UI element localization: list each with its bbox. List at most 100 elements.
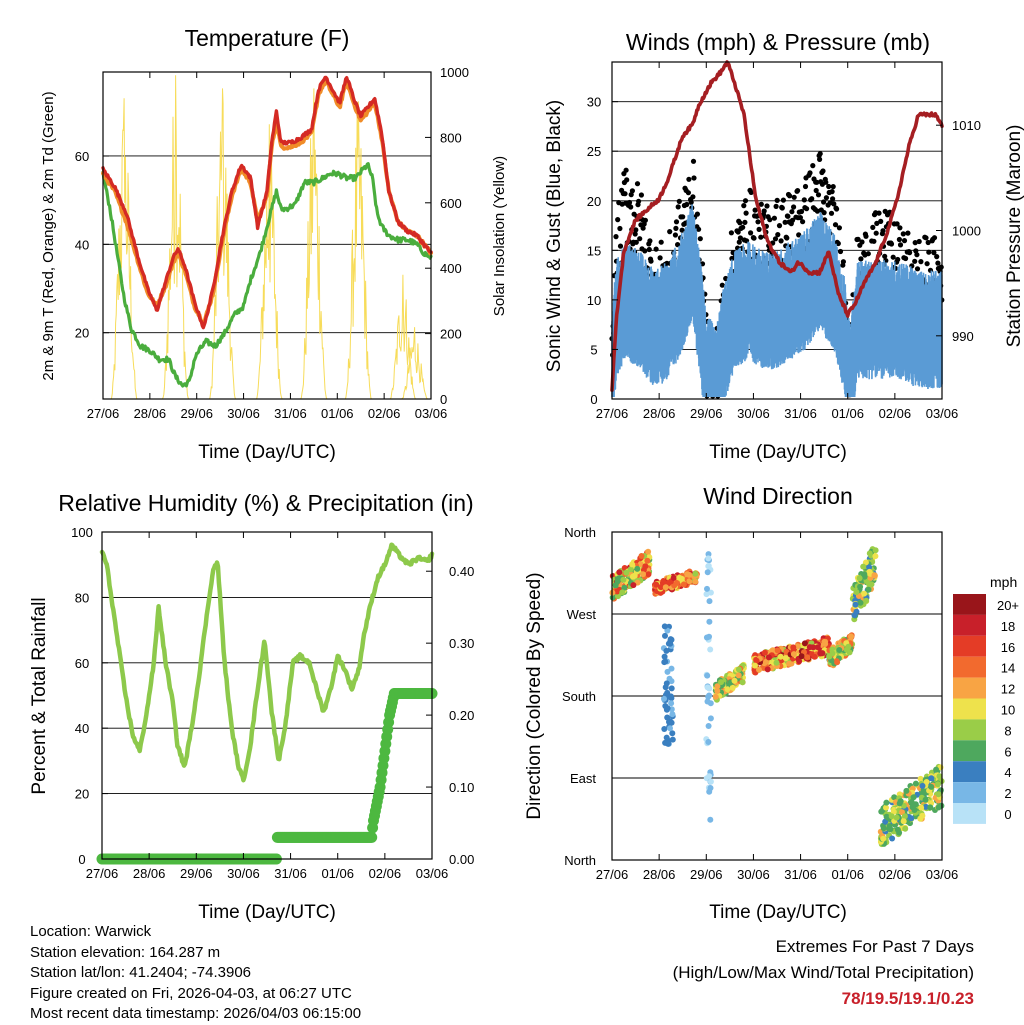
direction-ytick-label: North (564, 853, 596, 868)
gust-point (751, 235, 757, 241)
winds-xtick-label: 28/06 (643, 406, 676, 421)
direction-point (630, 582, 637, 589)
gust-point (613, 234, 619, 240)
temperature-xtick-label: 29/06 (180, 406, 213, 421)
direction-point (621, 584, 628, 591)
gust-point (914, 266, 921, 272)
dewpoint-line (101, 162, 433, 388)
direction-point (653, 581, 660, 588)
gust-point (835, 240, 841, 247)
direction-point (903, 787, 910, 794)
gust-point (676, 198, 682, 204)
humidity-panel: Relative Humidity (%) & Precipitation (i… (29, 490, 474, 923)
gust-point (667, 229, 673, 235)
direction-point (707, 816, 714, 823)
direction-point (857, 599, 864, 606)
direction-point (872, 547, 879, 554)
winds-ytick-label: 0 (590, 392, 597, 407)
direction-point (634, 565, 641, 572)
gust-point (640, 225, 646, 231)
gust-point (901, 238, 908, 244)
direction-point (620, 576, 627, 583)
gust-point (756, 226, 762, 232)
gust-point (789, 209, 795, 215)
direction-point (619, 589, 626, 596)
recent-data-timestamp: Most recent data timestamp: 2026/04/03 0… (30, 1005, 362, 1022)
direction-point (659, 580, 666, 586)
direction-point (933, 766, 940, 773)
gust-point (755, 219, 761, 225)
gust-point (814, 208, 821, 214)
gust-point (771, 215, 778, 221)
humidity-xtick-label: 02/06 (369, 866, 402, 881)
gust-point (775, 232, 781, 238)
extremes-subtitle: (High/Low/Max Wind/Total Precipitation) (672, 963, 974, 982)
temperature-xtick-label: 30/06 (227, 406, 260, 421)
legend-title: mph (990, 574, 1017, 590)
gust-point (870, 224, 876, 230)
gust-point (736, 239, 742, 245)
precip-ytick-label: 0.40 (449, 564, 474, 579)
direction-point (669, 736, 676, 743)
gust-point (865, 251, 871, 257)
direction-point (896, 829, 903, 836)
gust-point (658, 239, 664, 245)
temperature-xtick-label: 03/06 (415, 406, 448, 421)
gust-point (873, 230, 879, 236)
direction-point (856, 575, 863, 582)
gust-point (830, 184, 836, 190)
direction-point (843, 646, 850, 653)
gust-point (637, 236, 643, 242)
direction-xtick-label: 02/06 (879, 867, 912, 882)
direction-point (705, 693, 712, 700)
direction-ytick-label: East (570, 771, 596, 786)
gust-point (912, 258, 918, 264)
direction-point (801, 640, 808, 647)
temperature-ticks: 27/06 28/06 29/06 30/06 31/06 01/06 02/06 03/06… (75, 65, 469, 421)
direction-panel: Wind Direction 27/06 28/06 29/06 30/06 31/06… (524, 483, 1019, 923)
winds-ytick-label: 10 (587, 293, 601, 308)
direction-point (616, 569, 623, 576)
gust-point (684, 201, 690, 208)
direction-point (811, 653, 818, 660)
gust-point (672, 232, 679, 238)
direction-point (796, 658, 803, 665)
direction-point (934, 781, 941, 788)
direction-point (774, 647, 781, 654)
gust-point (691, 175, 697, 181)
direction-point (883, 799, 890, 806)
direction-ylabel: Direction (Colored By Speed) (524, 572, 545, 819)
gust-point (622, 191, 628, 197)
gust-point (874, 220, 880, 226)
direction-point (765, 654, 772, 661)
gust-point (740, 224, 746, 230)
direction-point (756, 666, 762, 673)
direction-point (703, 775, 710, 782)
gust-point (743, 210, 749, 216)
winds-xtick-label: 27/06 (596, 406, 629, 421)
winds-xtick-label: 01/06 (831, 406, 864, 421)
winds-xtick-label: 30/06 (737, 406, 770, 421)
temperature-title: Temperature (F) (185, 25, 350, 51)
gust-point (801, 197, 807, 203)
gust-point (896, 236, 903, 243)
gust-point (903, 255, 909, 262)
solar-ytick-label: 1000 (440, 65, 469, 80)
gust-point (779, 205, 785, 211)
humidity-ylabel: Percent & Total Rainfall (29, 597, 50, 794)
direction-point (889, 835, 896, 842)
direction-ticks: 27/06 28/06 29/06 30/06 31/06 01/06 02/06 03/06… (562, 525, 958, 882)
winds-panel: Winds (mph) & Pressure (mb) 27/06 28/06 29… (544, 29, 1024, 463)
legend-swatch (953, 677, 986, 699)
direction-point (908, 799, 915, 805)
direction-point (893, 814, 900, 821)
direction-point (705, 739, 712, 745)
gust-point (675, 204, 681, 210)
gust-point (863, 233, 869, 239)
gust-point (797, 215, 804, 221)
gust-point (758, 201, 764, 207)
legend-swatch (953, 635, 986, 657)
gust-point (814, 179, 820, 185)
gust-point (626, 199, 633, 206)
gust-point (817, 151, 823, 157)
